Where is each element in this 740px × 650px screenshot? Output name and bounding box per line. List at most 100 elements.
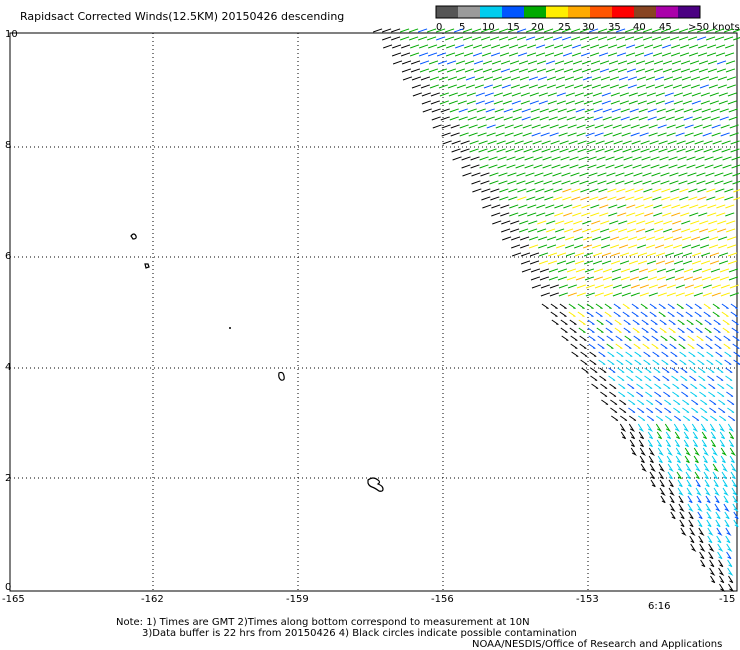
wind-barb xyxy=(688,52,699,57)
wind-barb xyxy=(731,479,737,488)
wind-barb xyxy=(602,268,613,273)
wind-barb xyxy=(529,252,540,257)
wind-barb xyxy=(524,164,534,169)
wind-barb xyxy=(440,108,450,113)
wind-barb xyxy=(643,351,651,357)
wind-barb xyxy=(719,276,730,281)
wind-barb xyxy=(611,116,621,121)
wind-barb xyxy=(567,284,577,289)
wind-barb xyxy=(624,343,632,349)
wind-barb xyxy=(719,575,725,584)
wind-barb xyxy=(518,212,528,217)
wind-barb xyxy=(510,84,520,89)
wind-barb xyxy=(681,220,691,225)
wind-barb xyxy=(436,36,446,41)
wind-barb xyxy=(592,100,602,105)
wind-barb xyxy=(709,236,719,241)
wind-barb xyxy=(620,268,631,273)
wind-barb xyxy=(469,148,479,153)
wind-barb xyxy=(554,212,564,217)
wind-barb xyxy=(621,124,631,129)
wind-barb xyxy=(619,399,627,405)
wind-barb xyxy=(420,84,430,89)
wind-barb xyxy=(603,284,613,289)
wind-barb xyxy=(679,196,689,201)
wind-barb xyxy=(565,236,575,241)
wind-barb xyxy=(647,431,654,440)
wind-barb xyxy=(691,92,701,97)
wind-barb xyxy=(694,303,702,309)
wind-barb xyxy=(562,36,572,41)
wind-barb xyxy=(529,100,539,105)
islands xyxy=(130,233,384,492)
wind-barb xyxy=(617,60,628,65)
wind-barb xyxy=(710,439,716,448)
wind-barb xyxy=(606,335,614,341)
wind-barb xyxy=(568,148,578,153)
wind-barb xyxy=(549,124,559,129)
wind-barb xyxy=(696,335,704,341)
wind-barb xyxy=(458,116,468,121)
wind-barb xyxy=(498,172,508,177)
wind-barb xyxy=(597,343,605,349)
wind-barb xyxy=(633,172,643,177)
wind-barb xyxy=(667,140,677,145)
wind-barb xyxy=(548,276,559,281)
wind-barb xyxy=(538,100,548,105)
wind-barb xyxy=(654,391,662,397)
wind-barb xyxy=(560,156,570,161)
wind-barb xyxy=(550,140,560,145)
wind-barb xyxy=(638,276,649,281)
wind-barb xyxy=(532,140,542,145)
wind-barb xyxy=(460,148,470,153)
wind-barb xyxy=(455,44,465,49)
wind-barb xyxy=(619,100,629,105)
wind-barb xyxy=(652,52,663,57)
wind-barb xyxy=(473,44,483,49)
wind-barb xyxy=(657,292,667,297)
wind-barb xyxy=(590,44,600,49)
wind-barb xyxy=(661,359,669,365)
wind-barb xyxy=(731,164,740,169)
wind-barb xyxy=(577,311,585,317)
wind-barb xyxy=(615,172,625,177)
wind-barb xyxy=(629,276,640,281)
wind-barb xyxy=(706,351,714,357)
wind-barb xyxy=(655,236,665,241)
wind-barb xyxy=(553,36,563,41)
wind-barb xyxy=(512,116,522,121)
wind-barb xyxy=(509,212,519,217)
wind-barb xyxy=(718,567,725,577)
wind-barb xyxy=(672,84,682,89)
wind-barb xyxy=(449,116,459,121)
wind-barb xyxy=(508,188,518,193)
wind-barb xyxy=(619,260,630,265)
wind-barb xyxy=(706,188,716,193)
wind-barb xyxy=(733,519,739,528)
wind-barb xyxy=(528,228,538,233)
wind-barb xyxy=(634,52,645,57)
wind-barb xyxy=(699,543,706,553)
wind-barb xyxy=(637,100,647,105)
wind-barb xyxy=(699,551,705,560)
wind-barb xyxy=(664,236,674,241)
wind-barb xyxy=(606,343,614,349)
wind-barb xyxy=(500,68,511,73)
wind-barb xyxy=(524,156,534,161)
wind-barb xyxy=(526,28,536,33)
wind-barb xyxy=(689,60,700,65)
wind-barb xyxy=(637,236,647,241)
wind-barb xyxy=(471,172,481,177)
wind-barb xyxy=(707,367,715,373)
wind-barb xyxy=(634,28,644,33)
wind-barb xyxy=(679,351,687,357)
wind-barb xyxy=(541,148,551,153)
wind-barb xyxy=(540,124,550,129)
wind-barb xyxy=(649,140,659,145)
wind-barb xyxy=(598,359,606,365)
wind-barb xyxy=(464,60,475,65)
y-tick-10: 10 xyxy=(5,29,18,40)
wind-barb xyxy=(688,351,696,357)
wind-barb xyxy=(530,276,541,281)
wind-barb xyxy=(716,367,724,373)
